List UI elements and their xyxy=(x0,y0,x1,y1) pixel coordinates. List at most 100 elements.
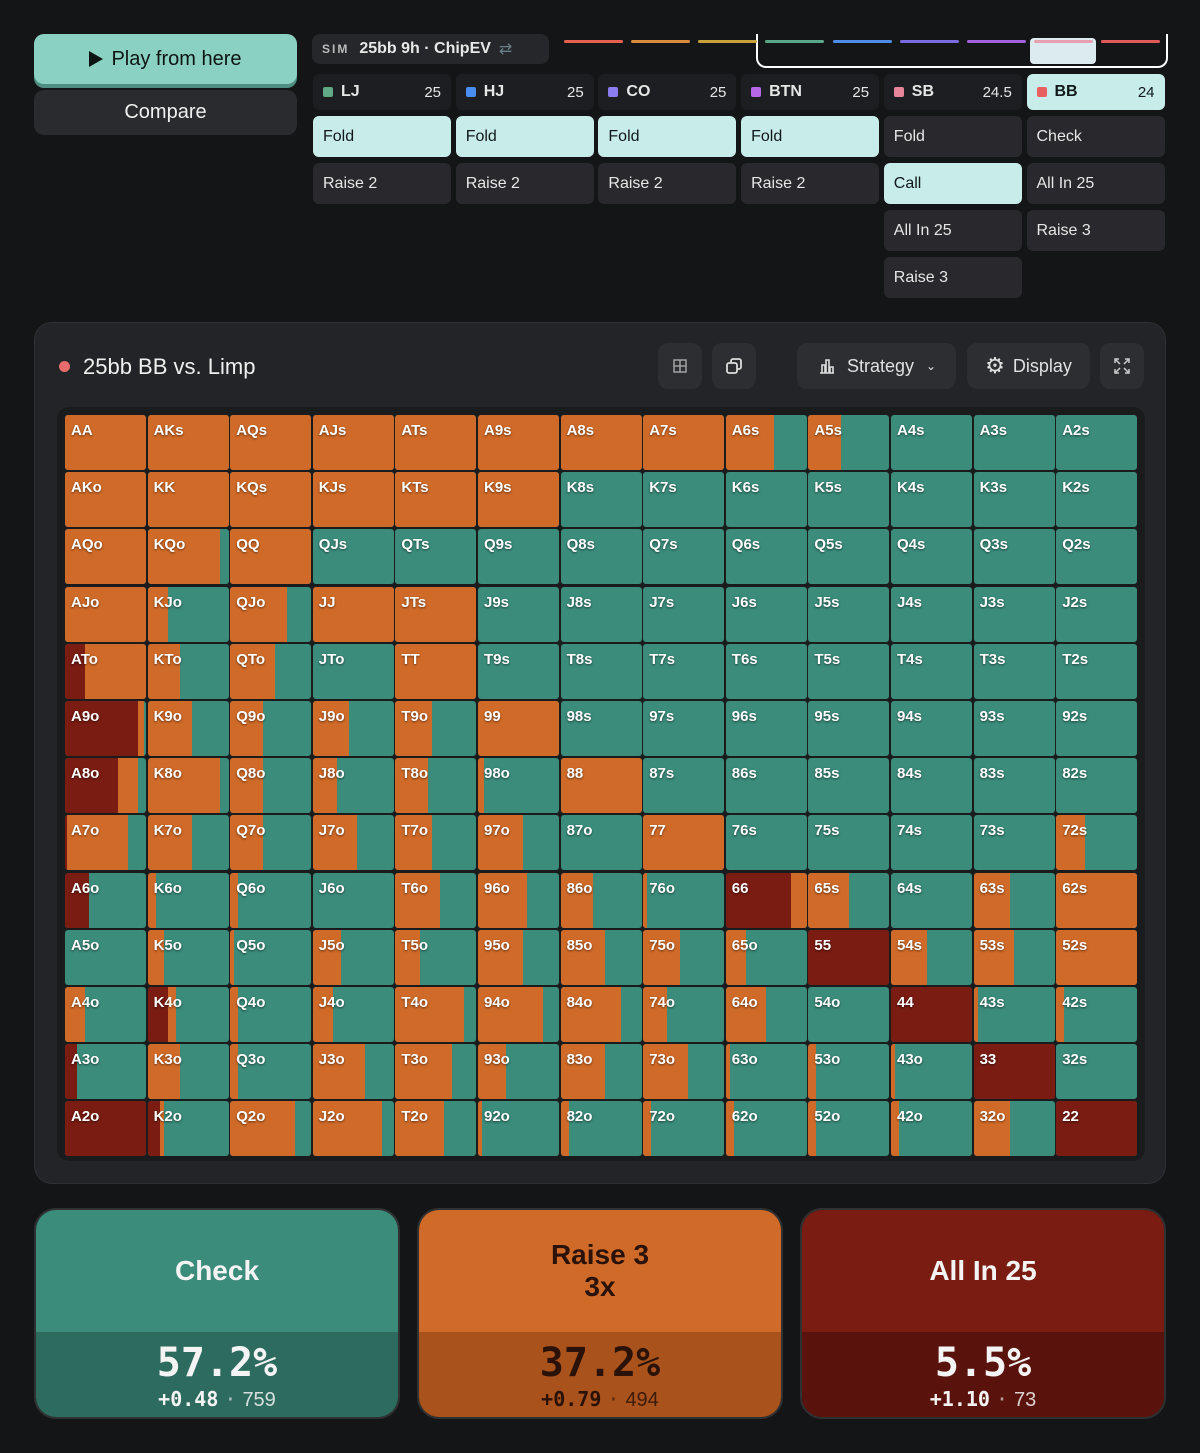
hand-cell[interactable]: JTo xyxy=(312,643,394,699)
hand-cell[interactable]: 87s xyxy=(643,758,725,814)
hand-cell[interactable]: A7s xyxy=(643,415,725,470)
action-summary-card[interactable]: Check 57.2% +0.48 · 759 xyxy=(34,1208,400,1419)
history-step[interactable] xyxy=(1034,40,1093,43)
action-summary-card[interactable]: All In 25 5.5% +1.10 · 73 xyxy=(800,1208,1166,1419)
hand-cell[interactable]: A2s xyxy=(1056,415,1138,470)
hand-cell[interactable]: Q6o xyxy=(230,872,312,928)
hand-cell[interactable]: 55 xyxy=(808,929,890,985)
position-header-bb[interactable]: BB 24 xyxy=(1026,74,1165,110)
hand-cell[interactable]: J7o xyxy=(312,815,394,871)
hand-cell[interactable]: K5s xyxy=(808,472,890,528)
hand-cell[interactable]: 43s xyxy=(973,987,1055,1042)
sim-selector[interactable]: SIM 25bb 9h · ChipEV ⇄ xyxy=(312,34,549,64)
compare-button[interactable]: Compare xyxy=(34,90,297,135)
hand-cell[interactable]: T5s xyxy=(808,643,890,699)
action-option[interactable]: Fold xyxy=(741,116,880,157)
history-step[interactable] xyxy=(833,40,892,43)
action-summary-card[interactable]: Raise 3 3x 37.2% +0.79 · 494 xyxy=(417,1208,783,1419)
hand-cell[interactable]: K5o xyxy=(147,929,229,985)
hand-cell[interactable]: AKo xyxy=(65,472,146,528)
hand-cell[interactable]: Q3s xyxy=(973,529,1055,585)
hand-cell[interactable]: J5s xyxy=(808,586,890,642)
hand-cell[interactable]: T3s xyxy=(973,643,1055,699)
hand-cell[interactable]: 32o xyxy=(973,1101,1055,1157)
hand-cell[interactable]: K6s xyxy=(725,472,807,528)
hand-cell[interactable]: A8s xyxy=(560,415,642,470)
hand-cell[interactable]: 72s xyxy=(1056,815,1138,871)
hand-cell[interactable]: AQs xyxy=(230,415,312,470)
hand-cell[interactable]: T6s xyxy=(725,643,807,699)
hand-cell[interactable]: 65o xyxy=(725,929,807,985)
hand-cell[interactable]: 98o xyxy=(478,758,559,814)
hand-cell[interactable]: 32s xyxy=(1056,1044,1138,1100)
hand-cell[interactable]: 84s xyxy=(891,758,972,814)
hand-cell[interactable]: 87o xyxy=(560,815,642,871)
action-history-bar[interactable] xyxy=(556,34,1168,68)
hand-cell[interactable]: 77 xyxy=(643,815,725,871)
hand-cell[interactable]: Q3o xyxy=(230,1044,312,1100)
hand-cell[interactable]: J6s xyxy=(725,586,807,642)
hand-cell[interactable]: 97o xyxy=(478,815,559,871)
hand-cell[interactable]: K9s xyxy=(478,472,559,528)
hand-cell[interactable]: 52o xyxy=(808,1101,890,1157)
swap-icon[interactable]: ⇄ xyxy=(498,41,513,58)
hand-cell[interactable]: T6o xyxy=(395,872,477,928)
history-step[interactable] xyxy=(1101,40,1160,43)
hand-cell[interactable]: 94o xyxy=(478,987,559,1042)
hand-cell[interactable]: T5o xyxy=(395,929,477,985)
hand-cell[interactable]: AJo xyxy=(65,586,146,642)
hand-cell[interactable]: 53o xyxy=(808,1044,890,1100)
hand-cell[interactable]: Q6s xyxy=(725,529,807,585)
hand-cell[interactable]: Q8s xyxy=(560,529,642,585)
hand-cell[interactable]: K4o xyxy=(147,987,229,1042)
hand-cell[interactable]: K3s xyxy=(973,472,1055,528)
grid-view-button[interactable] xyxy=(658,343,702,389)
hand-cell[interactable]: J3s xyxy=(973,586,1055,642)
action-option[interactable]: Fold xyxy=(313,116,451,157)
hand-cell[interactable]: AKs xyxy=(147,415,229,470)
hand-cell[interactable]: KJo xyxy=(147,586,229,642)
hand-cell[interactable]: 82s xyxy=(1056,758,1138,814)
hand-cell[interactable]: K7o xyxy=(147,815,229,871)
hand-cell[interactable]: J4s xyxy=(891,586,972,642)
hand-cell[interactable]: A3s xyxy=(973,415,1055,470)
hand-cell[interactable]: 92s xyxy=(1056,701,1138,756)
hand-cell[interactable]: K8s xyxy=(560,472,642,528)
action-option[interactable]: All In 25 xyxy=(1026,163,1165,204)
hand-cell[interactable]: A9o xyxy=(65,701,146,756)
action-option[interactable]: Fold xyxy=(455,116,594,157)
hand-cell[interactable]: 94s xyxy=(891,701,972,756)
hand-cell[interactable]: 76o xyxy=(643,872,725,928)
hand-cell[interactable]: 97s xyxy=(643,701,725,756)
hand-cell[interactable]: AQo xyxy=(65,529,146,585)
action-option[interactable]: Raise 2 xyxy=(741,163,880,204)
hand-cell[interactable]: QTo xyxy=(230,643,312,699)
hand-cell[interactable]: 62s xyxy=(1056,872,1138,928)
hand-cell[interactable]: 93s xyxy=(973,701,1055,756)
hand-cell[interactable]: KTo xyxy=(147,643,229,699)
hand-cell[interactable]: J2s xyxy=(1056,586,1138,642)
hand-cell[interactable]: T9s xyxy=(478,643,559,699)
hand-cell[interactable]: 93o xyxy=(478,1044,559,1100)
hand-cell[interactable]: K6o xyxy=(147,872,229,928)
hand-cell[interactable]: AA xyxy=(65,415,146,470)
hand-cell[interactable]: A6s xyxy=(725,415,807,470)
action-option[interactable]: Raise 3 xyxy=(1026,210,1165,251)
history-step[interactable] xyxy=(631,40,690,43)
hand-cell[interactable]: 54s xyxy=(891,929,972,985)
history-step[interactable] xyxy=(900,40,959,43)
hand-cell[interactable]: K2o xyxy=(147,1101,229,1157)
hand-cell[interactable]: J8o xyxy=(312,758,394,814)
hand-cell[interactable]: 33 xyxy=(973,1044,1055,1100)
hand-cell[interactable]: JJ xyxy=(312,586,394,642)
position-header-co[interactable]: CO 25 xyxy=(598,74,737,110)
action-option[interactable]: Raise 2 xyxy=(313,163,451,204)
hand-cell[interactable]: A4s xyxy=(891,415,972,470)
action-option[interactable]: Fold xyxy=(598,116,737,157)
hand-cell[interactable]: 99 xyxy=(478,701,559,756)
action-option[interactable]: Check xyxy=(1026,116,1165,157)
hand-cell[interactable]: 96s xyxy=(725,701,807,756)
hand-cell[interactable]: 72o xyxy=(643,1101,725,1157)
hand-cell[interactable]: T4s xyxy=(891,643,972,699)
hand-cell[interactable]: 63o xyxy=(725,1044,807,1100)
